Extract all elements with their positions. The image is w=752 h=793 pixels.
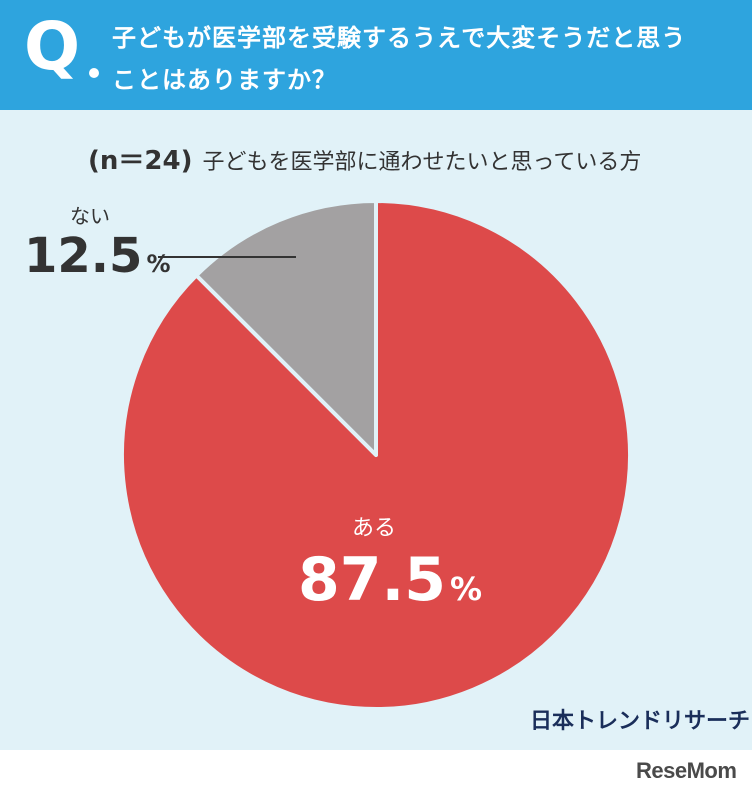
survey-source-logo: 日本トレンドリサーチ: [530, 709, 751, 734]
question-mark-letter: Q: [24, 8, 80, 85]
publisher-logo: ReseMom: [636, 758, 737, 783]
slice-percent-aru: 87.5%: [298, 550, 482, 610]
footer-bar: [0, 750, 752, 793]
percent-value-nai: 12.5: [24, 228, 143, 284]
respondent-description: 子どもを医学部に通わせたいと思っている方: [202, 150, 642, 175]
question-dot: [89, 68, 99, 78]
question-text-line2: ことはありますか？: [112, 66, 337, 94]
percent-unit-nai: %: [146, 250, 171, 278]
percent-unit-aru: %: [450, 570, 483, 608]
chart-subtitle: (n＝24) 子どもを医学部に通わせたいと思っている方: [88, 140, 641, 177]
sample-size-label: (n＝24): [88, 146, 193, 176]
pie-chart: [120, 199, 632, 711]
percent-value-aru: 87.5: [298, 545, 447, 615]
slice-label-aru: ある: [352, 516, 397, 541]
question-text-line1: 子どもが医学部を受験するうえで大変そうだと思う: [112, 24, 687, 52]
pie-slice-nai: [194, 199, 378, 457]
pie-slice-aru: [120, 199, 632, 711]
slice-label-nai: ない: [70, 204, 110, 228]
question-header: Q 子どもが医学部を受験するうえで大変そうだと思う ことはありますか？: [0, 0, 752, 110]
slice-percent-nai: 12.5%: [24, 232, 170, 280]
